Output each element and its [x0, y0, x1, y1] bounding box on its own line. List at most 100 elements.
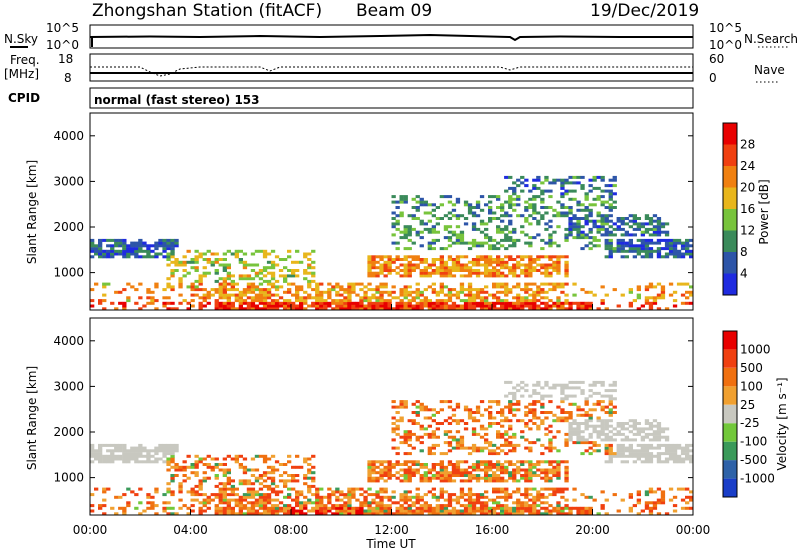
velocity-cell [307, 501, 312, 505]
velocity-cell [588, 509, 593, 513]
power-cell [536, 263, 541, 267]
velocity-cell [484, 471, 489, 475]
power-cell [584, 304, 589, 308]
velocity-cell [463, 512, 469, 516]
velocity-cell [636, 432, 641, 436]
power-cell [572, 222, 577, 226]
velocity-cell [524, 460, 529, 464]
velocity-cell [484, 504, 489, 508]
velocity-cell [427, 504, 432, 508]
velocity-cell [106, 487, 111, 491]
power-cell [451, 203, 457, 207]
power-cell [451, 288, 457, 292]
velocity-cell [624, 438, 629, 442]
power-cell [471, 258, 477, 261]
power-cell [347, 304, 352, 308]
power-cell [459, 241, 465, 245]
power-cell [544, 290, 549, 294]
velocity-cell [568, 416, 573, 420]
velocity-cell [138, 449, 143, 453]
power-cell [672, 244, 678, 248]
velocity-cell [427, 416, 432, 420]
velocity-cell [122, 449, 127, 453]
velocity-cell [492, 471, 497, 475]
power-cell [411, 214, 416, 218]
power-cell [395, 222, 400, 226]
power-cell [624, 230, 629, 234]
power-cell [604, 307, 609, 311]
power-cell [520, 175, 525, 179]
velocity-cell [170, 465, 175, 469]
colorbar-swatch [723, 187, 737, 209]
power-cell [548, 255, 553, 259]
power-cell [636, 288, 641, 292]
velocity-cell [270, 479, 276, 483]
velocity-cell [134, 457, 139, 461]
power-cell [391, 211, 396, 215]
power-cell [664, 222, 670, 226]
velocity-cell [500, 424, 505, 428]
velocity-cell [455, 509, 461, 513]
velocity-cell [592, 449, 597, 453]
velocity-cell [98, 504, 103, 508]
velocity-cell [479, 424, 485, 428]
velocity-cell [287, 506, 292, 510]
power-cell [492, 307, 497, 311]
velocity-cell [504, 430, 509, 434]
velocity-cell [262, 504, 268, 508]
power-cell [403, 195, 408, 199]
velocity-cell [166, 506, 171, 510]
power-cell [556, 263, 561, 267]
power-cell [299, 285, 304, 289]
velocity-cell [552, 465, 557, 469]
velocity-cell [230, 484, 235, 488]
velocity-cell [560, 389, 565, 393]
velocity-cell [266, 495, 272, 499]
velocity-cell [371, 468, 376, 472]
velocity-cell [431, 432, 436, 436]
power-cell [98, 241, 103, 245]
power-cell [516, 263, 521, 267]
velocity-cell [512, 509, 517, 513]
velocity-cell [367, 465, 372, 469]
power-cell [295, 293, 300, 297]
velocity-cell [234, 460, 239, 464]
power-cell [479, 258, 485, 261]
velocity-cell [242, 468, 248, 472]
velocity-cell [110, 506, 115, 510]
power-cell [439, 217, 444, 220]
velocity-cell [146, 460, 151, 464]
power-cell [544, 255, 549, 259]
velocity-cell [399, 400, 404, 404]
power-cell [182, 299, 187, 303]
power-cell [295, 290, 300, 294]
velocity-cell [463, 422, 469, 425]
velocity-cell [475, 465, 481, 469]
velocity-cell [475, 509, 481, 513]
power-cell [648, 304, 654, 308]
velocity-cell [198, 479, 203, 483]
power-cell [383, 299, 388, 303]
cpid-panel [89, 87, 694, 109]
velocity-cell [455, 501, 461, 505]
velocity-cell [435, 495, 440, 499]
power-cell [423, 301, 428, 305]
velocity-cell [266, 498, 272, 502]
velocity-cell [600, 405, 605, 409]
velocity-cell [407, 479, 412, 483]
velocity-cell [371, 463, 376, 466]
power-cell [544, 282, 549, 286]
power-cell [640, 241, 645, 245]
velocity-cell [278, 474, 284, 477]
velocity-cell [664, 449, 670, 453]
x-axis-label: Time UT [365, 537, 416, 551]
power-cell [600, 301, 605, 305]
velocity-cell [270, 504, 276, 508]
power-cell [90, 247, 95, 251]
power-cell [680, 282, 686, 286]
velocity-cell [395, 446, 400, 450]
power-cell [102, 249, 107, 253]
power-cell [375, 296, 380, 300]
velocity-cell [210, 498, 215, 502]
velocity-cell [411, 501, 416, 505]
